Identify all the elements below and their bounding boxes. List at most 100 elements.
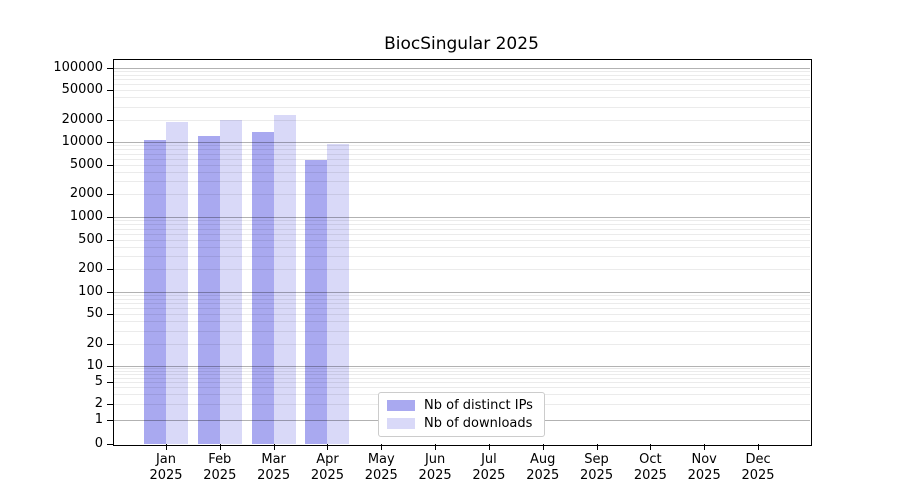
gridline-minor xyxy=(113,382,810,384)
x-tick-mark xyxy=(435,444,437,450)
gridline-minor xyxy=(113,181,810,183)
x-tick-mark xyxy=(219,444,221,450)
x-tick-mark xyxy=(166,444,167,450)
y-tick-label: 2000 xyxy=(69,186,103,202)
legend: Nb of distinct IPs Nb of downloads xyxy=(378,392,545,437)
gridline-minor xyxy=(113,377,810,379)
y-tick-label: 5000 xyxy=(69,156,103,172)
plot-border xyxy=(113,59,812,446)
bar-downloads-feb xyxy=(219,119,242,444)
x-tick-label: Jul 2025 xyxy=(472,452,506,483)
gridline-major xyxy=(113,217,810,218)
x-tick-mark xyxy=(381,444,383,450)
gridline-minor xyxy=(113,71,810,73)
gridline-minor xyxy=(113,308,810,310)
gridline-major xyxy=(113,292,810,293)
x-tick-label: Aug 2025 xyxy=(526,452,560,483)
x-tick-mark xyxy=(327,444,329,450)
gridline-minor xyxy=(113,153,810,155)
gridline-minor xyxy=(113,119,810,121)
x-tick-mark xyxy=(704,444,706,450)
x-tick-label: Sep 2025 xyxy=(580,452,614,483)
y-tick-label: 5 xyxy=(94,374,103,390)
gridline-minor xyxy=(113,149,810,151)
gridline-minor xyxy=(113,145,810,147)
gridline-minor xyxy=(113,246,810,248)
gridline-minor xyxy=(113,194,810,196)
y-tick-mark xyxy=(107,119,113,121)
gridline-minor xyxy=(113,233,810,235)
gridline-minor xyxy=(113,374,810,376)
y-tick-label: 0 xyxy=(94,436,103,451)
gridline-minor xyxy=(113,303,810,305)
gridline-minor xyxy=(113,97,810,99)
x-tick-mark xyxy=(542,444,544,450)
x-tick-label: May 2025 xyxy=(364,452,398,483)
y-tick-mark xyxy=(107,444,113,445)
x-tick-label: Jun 2025 xyxy=(418,452,452,483)
gridline-minor xyxy=(113,343,810,345)
legend-entry-downloads: Nb of downloads xyxy=(387,415,536,433)
x-tick-label: Nov 2025 xyxy=(687,452,721,483)
y-tick-label: 20000 xyxy=(61,111,103,127)
y-tick-label: 50000 xyxy=(61,82,103,98)
gridline-minor xyxy=(113,256,810,258)
y-tick-label: 1000 xyxy=(69,209,103,224)
chart-title: BiocSingular 2025 xyxy=(384,34,539,54)
gridline-minor xyxy=(113,321,810,323)
x-tick-label: Feb 2025 xyxy=(203,452,237,483)
gridline-minor xyxy=(113,158,810,160)
y-tick-mark xyxy=(107,403,113,405)
gridline-minor xyxy=(113,90,810,92)
y-tick-mark xyxy=(107,164,113,166)
gridline-minor xyxy=(113,299,810,301)
y-tick-label: 1 xyxy=(94,412,103,427)
gridline-minor xyxy=(113,269,810,271)
legend-label-distinct-ips: Nb of distinct IPs xyxy=(424,398,533,414)
gridline-major xyxy=(113,366,810,367)
gridline-minor xyxy=(113,371,810,373)
y-tick-mark xyxy=(107,239,113,241)
gridline-minor xyxy=(113,220,810,222)
bar-downloads-mar xyxy=(273,114,296,444)
x-tick-label: Dec 2025 xyxy=(741,452,775,483)
y-tick-mark xyxy=(107,292,113,293)
x-tick-mark xyxy=(650,444,652,450)
y-tick-mark xyxy=(107,382,113,384)
y-tick-mark xyxy=(107,269,113,271)
gridline-major xyxy=(113,142,810,143)
y-tick-mark xyxy=(107,217,113,218)
y-tick-mark xyxy=(107,314,113,316)
gridline-minor xyxy=(113,228,810,230)
x-tick-label: Oct 2025 xyxy=(633,452,667,483)
gridline-minor xyxy=(113,330,810,332)
x-tick-mark xyxy=(488,444,490,450)
y-tick-label: 500 xyxy=(78,231,103,247)
gridline-minor xyxy=(113,79,810,81)
bar-ips-apr xyxy=(305,160,328,444)
gridline-minor xyxy=(113,171,810,173)
bar-ips-feb xyxy=(197,136,220,444)
y-tick-mark xyxy=(107,420,113,421)
gridline-minor xyxy=(113,224,810,226)
y-tick-label: 10000 xyxy=(61,134,103,149)
y-tick-label: 20 xyxy=(86,335,103,351)
y-tick-label: 200 xyxy=(78,261,103,277)
gridline-minor xyxy=(113,239,810,241)
gridline-minor xyxy=(113,295,810,297)
y-tick-mark xyxy=(107,343,113,345)
gridline-minor xyxy=(113,75,810,77)
legend-swatch-downloads-icon xyxy=(387,417,415,429)
y-tick-mark xyxy=(107,68,113,69)
y-tick-mark xyxy=(107,90,113,92)
x-tick-mark xyxy=(596,444,598,450)
gridline-major xyxy=(113,68,810,69)
gridline-minor xyxy=(113,314,810,316)
legend-entry-distinct-ips: Nb of distinct IPs xyxy=(387,397,536,415)
gridline-minor xyxy=(113,164,810,166)
bar-ips-jan xyxy=(144,139,166,444)
bar-downloads-apr xyxy=(327,144,350,444)
